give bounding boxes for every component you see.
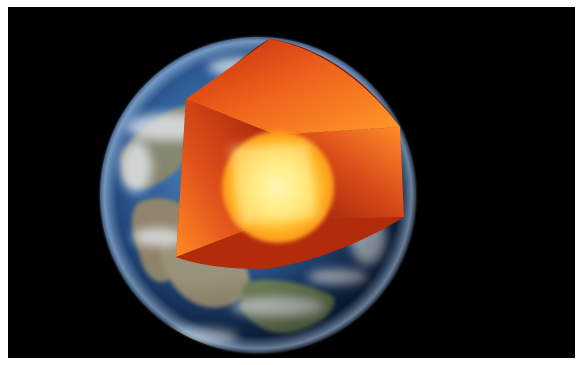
cutaway-bottom-face: [176, 217, 404, 269]
core-glow: [230, 143, 318, 225]
core-cutaway: [176, 39, 404, 269]
earth-cutaway-illustration: [98, 35, 418, 355]
cutaway-top-face: [186, 39, 400, 135]
space-background: [8, 7, 575, 358]
